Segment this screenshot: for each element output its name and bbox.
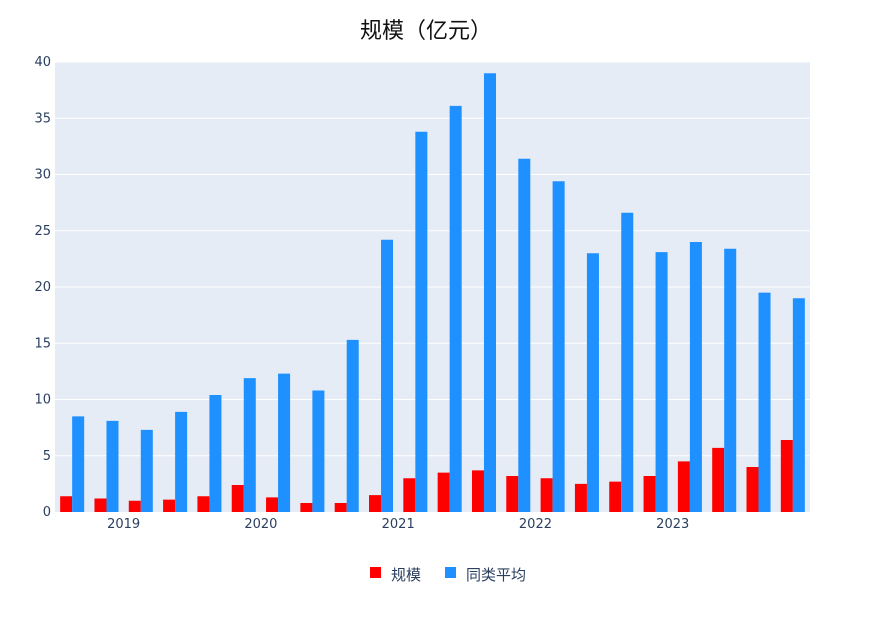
- bar-peer-average: [140, 429, 153, 512]
- bar-scale: [231, 485, 244, 512]
- x-tick-label: 2023: [656, 517, 689, 532]
- x-tick-label: 2021: [382, 517, 415, 532]
- bar-peer-average: [72, 416, 85, 512]
- legend-swatch: [445, 567, 456, 578]
- y-tick-label: 10: [34, 393, 51, 408]
- legend-label: 同类平均: [466, 566, 526, 584]
- bar-scale: [197, 496, 210, 512]
- legend-swatch: [370, 567, 381, 578]
- bar-peer-average: [758, 292, 771, 512]
- bar-peer-average: [689, 242, 702, 512]
- bar-peer-average: [792, 298, 805, 512]
- bar-peer-average: [175, 411, 188, 512]
- legend-label: 规模: [391, 566, 421, 584]
- y-tick-label: 40: [34, 55, 51, 70]
- x-tick-label: 2019: [107, 517, 140, 532]
- y-axis-ticks: 0 5 10 15 20 25 30 35 40: [34, 55, 51, 520]
- bar-scale: [677, 461, 690, 512]
- bar-peer-average: [312, 390, 325, 512]
- bar-peer-average: [381, 239, 394, 512]
- bar-peer-average: [449, 105, 462, 512]
- x-tick-label: 2022: [519, 517, 552, 532]
- bar-peer-average: [346, 339, 359, 512]
- bar-scale: [780, 440, 793, 512]
- legend[interactable]: 规模 同类平均: [370, 566, 526, 584]
- chart-title: 规模（亿元）: [360, 19, 492, 44]
- bar-peer-average: [483, 73, 496, 512]
- bar-peer-average: [552, 181, 565, 512]
- bar-peer-average: [724, 248, 737, 512]
- bar-peer-average: [586, 253, 599, 512]
- x-tick-label: 2020: [244, 517, 277, 532]
- bar-peer-average: [518, 158, 531, 512]
- bar-scale: [540, 478, 553, 512]
- y-tick-label: 30: [34, 168, 51, 183]
- bar-scale: [60, 496, 73, 512]
- bar-scale: [506, 476, 519, 512]
- bar-peer-average: [243, 378, 256, 512]
- bar-scale: [266, 497, 279, 512]
- bar-scale: [403, 478, 416, 512]
- bar-scale: [746, 467, 759, 512]
- legend-item[interactable]: 规模: [370, 566, 421, 584]
- bars: [60, 73, 805, 512]
- y-tick-label: 0: [43, 505, 51, 520]
- y-tick-label: 15: [34, 336, 51, 351]
- bar-scale: [643, 476, 656, 512]
- bar-scale: [163, 499, 176, 512]
- bar-peer-average: [621, 212, 634, 512]
- bar-scale: [712, 447, 725, 512]
- bar-scale: [437, 472, 450, 512]
- bar-scale: [334, 503, 347, 512]
- bar-peer-average: [655, 252, 668, 512]
- x-axis-ticks: 2019 2020 2021 2022 2023: [107, 517, 689, 532]
- bar-scale: [609, 481, 622, 512]
- y-tick-label: 5: [43, 449, 51, 464]
- bar-scale: [471, 470, 484, 512]
- y-tick-label: 25: [34, 224, 51, 239]
- bar-scale: [369, 495, 382, 512]
- bar-peer-average: [209, 395, 222, 512]
- bar-peer-average: [278, 373, 291, 512]
- bar-scale: [94, 498, 107, 512]
- bar-scale: [574, 483, 587, 512]
- y-tick-label: 35: [34, 111, 51, 126]
- bar-peer-average: [415, 131, 428, 512]
- bar-scale: [128, 500, 141, 512]
- bar-peer-average: [106, 420, 119, 512]
- legend-item[interactable]: 同类平均: [445, 566, 526, 584]
- y-tick-label: 20: [34, 280, 51, 295]
- bar-scale: [300, 503, 313, 512]
